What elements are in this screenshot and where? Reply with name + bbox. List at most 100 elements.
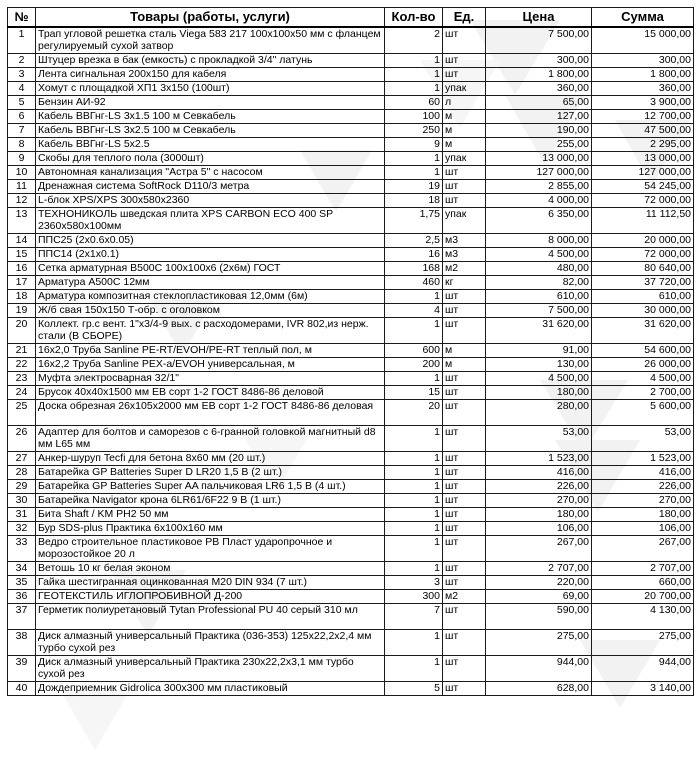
row-quantity: 60 [384,95,443,110]
row-unit: шт [442,629,486,656]
row-number: 8 [7,137,36,152]
row-number: 22 [7,357,36,372]
row-item-name: ППС14 (2x1x0.1) [35,247,385,262]
table-row: 32 Бур SDS-plus Практика 6x100x160 мм 1 шт 1… [7,521,694,536]
row-number: 32 [7,521,36,536]
table-row: 33 Ведро строительное пластиковое РВ Плас… [7,535,694,562]
row-item-name: Батарейка GP Batteries Super D LR20 1,5 … [35,465,385,480]
row-item-name: Муфта электросварная 32/1" [35,371,385,386]
row-item-name: Скобы для теплого пола (3000шт) [35,151,385,166]
column-header-price: Цена [485,7,592,28]
row-sum: 127 000,00 [591,165,694,180]
row-sum: 2 295,00 [591,137,694,152]
row-price: 127 000,00 [485,165,592,180]
row-unit: м [442,343,486,358]
row-unit: упак [442,207,486,234]
table-row: 38 Диск алмазный универсальный Практика (… [7,629,694,656]
row-item-name: ППС25 (2x0.6x0.05) [35,233,385,248]
row-item-name: Ведро строительное пластиковое РВ Пласт … [35,535,385,562]
table-row: 25 Доска обрезная 26x105x2000 мм ЕВ сорт … [7,399,694,426]
table-row: 11 Дренажная система SoftRock D110/3 метр… [7,179,694,194]
table-row: 31 Бита Shaft / KM PH2 50 мм 1 шт 180,00 180,… [7,507,694,522]
row-sum: 944,00 [591,655,694,682]
row-price: 275,00 [485,629,592,656]
row-quantity: 1 [384,521,443,536]
row-item-name: Адаптер для болтов и саморезов с 6-гранн… [35,425,385,452]
row-price: 416,00 [485,465,592,480]
table-row: 27 Анкер-шуруп Tecfi для бетона 8x60 мм (… [7,451,694,466]
row-quantity: 5 [384,681,443,696]
row-unit: шт [442,165,486,180]
table-row: 9 Скобы для теплого пола (3000шт) 1 упак 13 … [7,151,694,166]
row-item-name: Доска обрезная 26x105x2000 мм ЕВ сорт 1-… [35,399,385,426]
row-item-name: ТЕХНОНИКОЛЬ шведская плита XPS CARBON EC… [35,207,385,234]
table-row: 1 Трап угловой решетка сталь Viega 583 21… [7,26,694,54]
row-number: 14 [7,233,36,248]
table-row: 5 Бензин АИ-92 60 л 65,00 3 900,00 [7,95,694,110]
row-price: 267,00 [485,535,592,562]
table-row: 40 Дождеприемник Gidrolica 300x300 мм пла… [7,681,694,696]
row-price: 4 500,00 [485,371,592,386]
row-item-name: Коллект. гр.с вент. 1"x3/4-9 вых. с расх… [35,317,385,344]
row-item-name: Батарейка GP Batteries Super AA пальчико… [35,479,385,494]
row-price: 255,00 [485,137,592,152]
table-row: 28 Батарейка GP Batteries Super D LR20 1,… [7,465,694,480]
row-item-name: 16x2,2 Труба Sanline PEX-a/EVOH универса… [35,357,385,372]
row-price: 91,00 [485,343,592,358]
row-quantity: 300 [384,589,443,604]
row-sum: 3 140,00 [591,681,694,696]
table-row: 15 ППС14 (2x1x0.1) 16 м3 4 500,00 72 000,00 [7,247,694,262]
row-item-name: Сетка арматурная B500C 100x100x6 (2x6м) … [35,261,385,276]
row-number: 29 [7,479,36,494]
row-quantity: 1 [384,479,443,494]
row-sum: 20 700,00 [591,589,694,604]
table-row: 2 Штуцер врезка в бак (емкость) с проклад… [7,53,694,68]
row-unit: шт [442,465,486,480]
row-quantity: 2,5 [384,233,443,248]
row-sum: 610,00 [591,289,694,304]
row-sum: 12 700,00 [591,109,694,124]
row-number: 30 [7,493,36,508]
row-quantity: 1 [384,535,443,562]
table-row: 24 Брусок 40x40x1500 мм ЕВ сорт 1-2 ГОСТ … [7,385,694,400]
table-row: 37 Герметик полиуретановый Tytan Professi… [7,603,694,630]
table-row: 23 Муфта электросварная 32/1" 1 шт 4 500,00 4… [7,371,694,386]
row-number: 28 [7,465,36,480]
row-number: 1 [7,26,36,54]
row-price: 610,00 [485,289,592,304]
row-item-name: Автономная канализация "Астра 5" с насос… [35,165,385,180]
row-unit: шт [442,193,486,208]
row-price: 7 500,00 [485,303,592,318]
row-price: 300,00 [485,53,592,68]
row-item-name: 16x2,0 Труба Sanline PE-RT/EVOH/PE-RT те… [35,343,385,358]
table-row: 34 Ветошь 10 кг белая эконом 1 шт 2 707,00 2 … [7,561,694,576]
row-quantity: 200 [384,357,443,372]
row-quantity: 3 [384,575,443,590]
row-unit: шт [442,317,486,344]
row-unit: упак [442,151,486,166]
row-number: 20 [7,317,36,344]
column-header-qty: Кол-во [384,7,443,28]
row-price: 180,00 [485,507,592,522]
row-unit: м [442,357,486,372]
row-sum: 31 620,00 [591,317,694,344]
row-quantity: 20 [384,399,443,426]
row-item-name: Ветошь 10 кг белая эконом [35,561,385,576]
row-price: 280,00 [485,399,592,426]
row-number: 3 [7,67,36,82]
row-price: 8 000,00 [485,233,592,248]
row-quantity: 168 [384,261,443,276]
row-number: 6 [7,109,36,124]
row-quantity: 1 [384,451,443,466]
row-sum: 5 600,00 [591,399,694,426]
row-quantity: 1 [384,561,443,576]
row-unit: шт [442,67,486,82]
row-quantity: 1 [384,165,443,180]
row-unit: м3 [442,247,486,262]
row-price: 69,00 [485,589,592,604]
table-row: 36 ГЕОТЕКСТИЛЬ ИГЛОПРОБИВНОЙ Д-200 300 м2 69… [7,589,694,604]
row-price: 180,00 [485,385,592,400]
table-row: 3 Лента сигнальная 200x150 для кабеля 1 шт 1… [7,67,694,82]
row-sum: 26 000,00 [591,357,694,372]
row-unit: шт [442,289,486,304]
